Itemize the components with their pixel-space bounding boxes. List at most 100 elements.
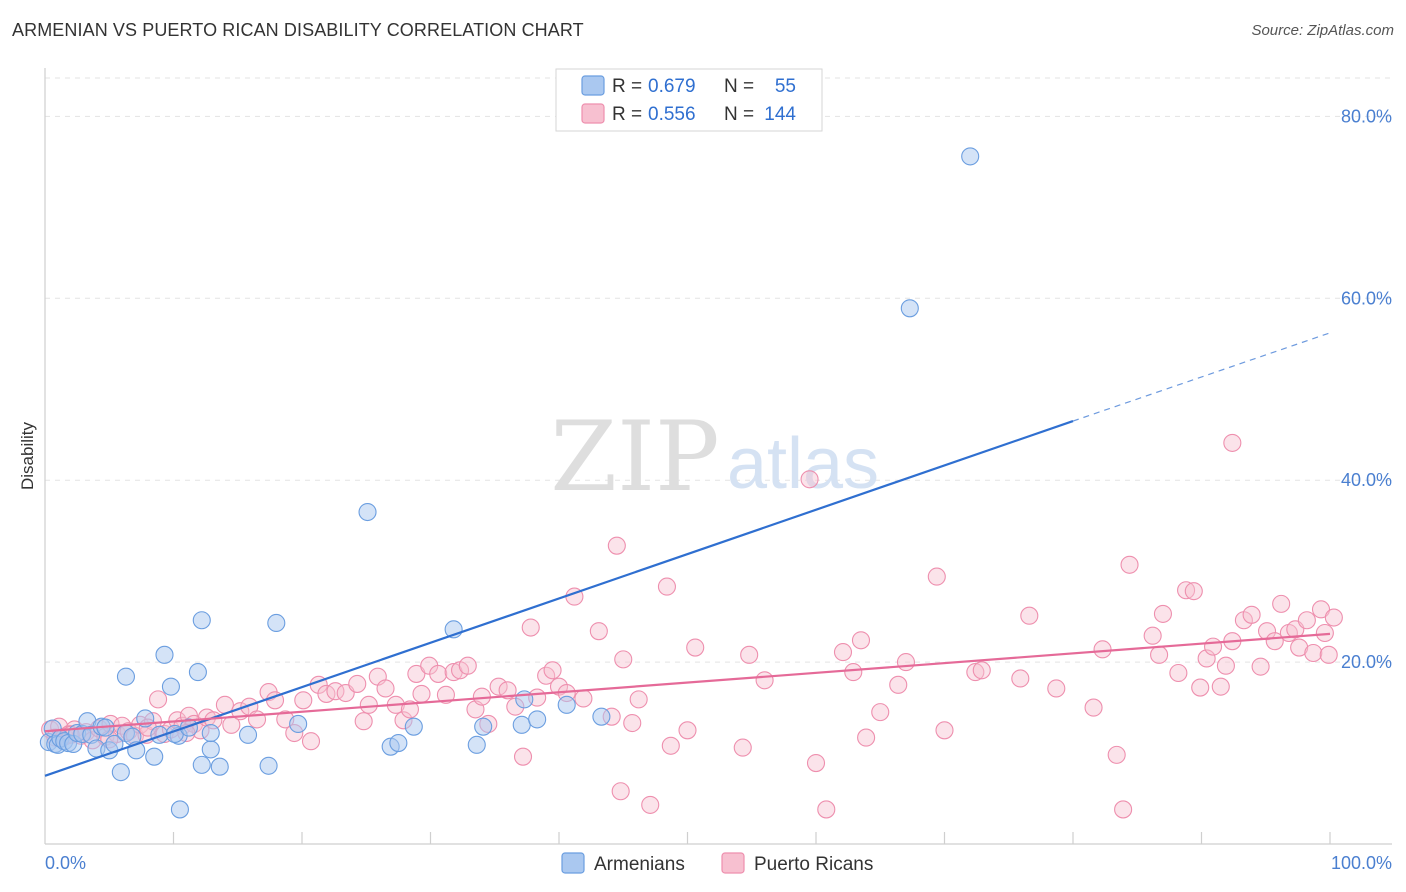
puerto-ricans-point [966, 663, 985, 682]
puerto-ricans-point [607, 536, 626, 555]
y-tick-labels: 20.0% 40.0% 60.0% 80.0% [1341, 106, 1392, 672]
puerto-ricans-point [1304, 643, 1323, 663]
puerto-ricans-r-value: 0.556 [648, 104, 696, 125]
armenians-point [289, 714, 308, 733]
armenians-series-label: Armenians [594, 854, 685, 875]
puerto-ricans-point [1020, 606, 1039, 625]
puerto-ricans-point [833, 643, 853, 662]
puerto-ricans-point [857, 728, 876, 747]
x-tick-labels: 0.0% 100.0% [45, 853, 1392, 873]
armenians-regression-line [44, 420, 1074, 777]
puerto-ricans-point [678, 721, 697, 740]
armenians-point [267, 613, 286, 633]
armenians-point [592, 707, 611, 726]
puerto-ricans-point [489, 677, 508, 696]
armenians-point [179, 718, 198, 737]
puerto-ricans-point [800, 470, 819, 489]
puerto-ricans-point [354, 712, 373, 731]
armenians-point [111, 763, 130, 782]
puerto-ricans-r-label: R = [612, 104, 642, 125]
puerto-ricans-point [611, 782, 630, 801]
puerto-ricans-point [1084, 698, 1103, 717]
puerto-ricans-point [429, 664, 448, 683]
puerto-ricans-point [1297, 611, 1316, 630]
watermark-atlas: atlas [727, 424, 879, 504]
armenians-point [170, 800, 189, 819]
puerto-ricans-point [513, 747, 533, 766]
puerto-ricans-point [1319, 645, 1338, 664]
puerto-ricans-point [294, 691, 313, 710]
armenians-point [201, 740, 220, 759]
armenians-point [512, 715, 531, 734]
puerto-ricans-point [1311, 600, 1331, 619]
armenians-point [116, 667, 136, 686]
puerto-ricans-point [629, 690, 648, 709]
puerto-ricans-point [1153, 604, 1172, 623]
puerto-ricans-point [1216, 656, 1235, 675]
series-legend: Armenians Puerto Ricans [561, 852, 873, 875]
armenians-point [210, 757, 229, 776]
puerto-ricans-point [641, 795, 660, 814]
puerto-ricans-point [1047, 679, 1066, 698]
puerto-ricans-point [733, 738, 752, 757]
puerto-ricans-point [1191, 678, 1210, 697]
puerto-ricans-point [889, 675, 908, 694]
puerto-ricans-n-label: N = [724, 104, 754, 125]
axes [44, 68, 1392, 845]
puerto-ricans-point [1242, 605, 1261, 624]
x-tick-label-max: 100.0% [1331, 853, 1392, 873]
armenians-point [259, 756, 278, 775]
puerto-ricans-point [1177, 581, 1196, 600]
armenians-series-swatch [561, 852, 585, 874]
puerto-ricans-point [755, 671, 774, 690]
gridlines [45, 77, 1392, 663]
puerto-ricans-point [972, 661, 991, 680]
puerto-ricans-point [359, 695, 378, 714]
armenians-point [900, 299, 919, 318]
puerto-ricans-point [1150, 645, 1169, 664]
puerto-ricans-point [400, 700, 419, 719]
armenians-n-value: 55 [775, 76, 796, 97]
armenians-point [961, 147, 980, 166]
puerto-ricans-point [498, 681, 517, 700]
puerto-ricans-point [1204, 637, 1223, 656]
armenians-point [192, 611, 211, 630]
puerto-ricans-point [412, 684, 431, 703]
puerto-ricans-point [1272, 594, 1291, 613]
puerto-ricans-point [1211, 677, 1230, 696]
armenians-point [201, 723, 220, 743]
puerto-ricans-point [740, 645, 759, 664]
puerto-ricans-point [851, 631, 871, 650]
puerto-ricans-points [41, 433, 1343, 819]
puerto-ricans-point [1120, 555, 1139, 574]
armenians-point [474, 717, 493, 736]
puerto-ricans-point [686, 638, 705, 657]
puerto-ricans-point [657, 577, 676, 596]
y-axis-label: Disability [18, 421, 37, 490]
puerto-ricans-point [589, 622, 608, 641]
y-tick-label: 20.0% [1341, 652, 1392, 672]
puerto-ricans-point [301, 732, 321, 751]
puerto-ricans-point [376, 679, 395, 698]
x-tick-label-min: 0.0% [45, 853, 86, 873]
puerto-ricans-point [348, 674, 367, 693]
puerto-ricans-point [896, 653, 916, 672]
puerto-ricans-point [1184, 582, 1203, 601]
puerto-ricans-point [1197, 649, 1216, 668]
armenians-point [557, 695, 576, 714]
armenians-point [188, 663, 207, 682]
armenians-point [389, 733, 408, 753]
puerto-ricans-point [436, 685, 455, 704]
armenians-point [161, 677, 180, 696]
puerto-ricans-point [927, 567, 946, 586]
y-tick-label: 60.0% [1341, 288, 1392, 308]
puerto-ricans-point [521, 618, 540, 637]
armenians-point [467, 735, 486, 754]
puerto-ricans-point [871, 703, 890, 722]
y-tick-label: 40.0% [1341, 470, 1392, 490]
armenians-point [155, 645, 174, 664]
armenians-point [145, 747, 164, 766]
armenians-point [404, 717, 423, 736]
puerto-ricans-series-swatch [721, 852, 745, 874]
